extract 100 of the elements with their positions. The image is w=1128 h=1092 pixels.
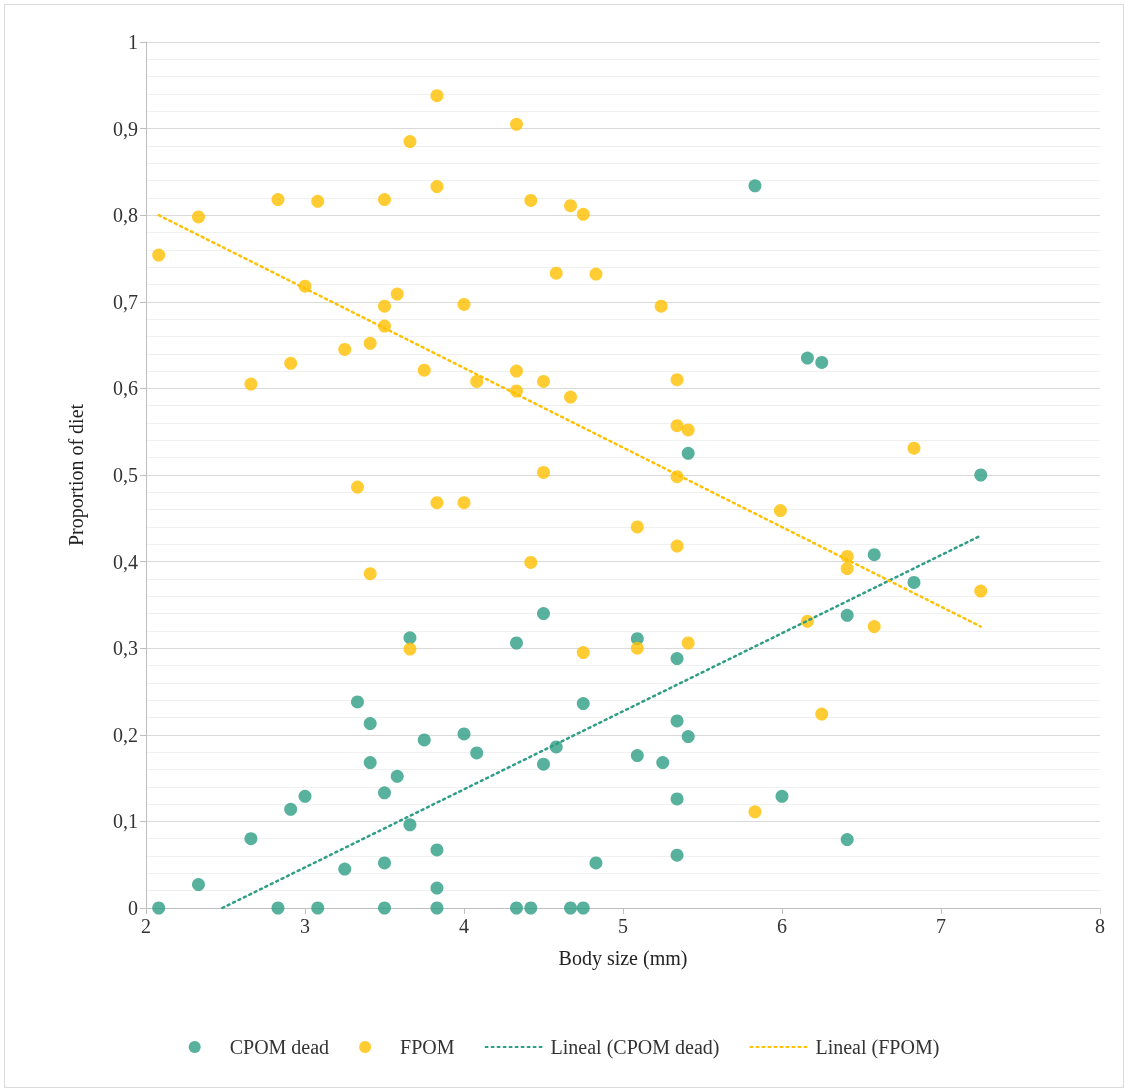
point [630, 520, 644, 534]
point [867, 620, 881, 634]
y-tick-label: 0,4 [113, 550, 138, 573]
point [549, 266, 563, 280]
y-tick-label: 0,9 [113, 117, 138, 140]
point [430, 881, 444, 895]
point [457, 297, 471, 311]
point [867, 548, 881, 562]
point [363, 336, 377, 350]
point [670, 848, 684, 862]
point [775, 789, 789, 803]
point [681, 446, 695, 460]
y-tick-label: 0,7 [113, 290, 138, 313]
x-tick-label: 4 [459, 915, 469, 937]
point [378, 193, 391, 207]
point [670, 714, 684, 728]
point [378, 856, 391, 870]
point [244, 377, 258, 391]
point [524, 901, 538, 915]
point [363, 717, 377, 731]
point [564, 901, 578, 915]
point [350, 480, 364, 494]
x-tick-label: 5 [618, 915, 628, 937]
point [576, 901, 590, 915]
point [773, 504, 787, 517]
point [378, 299, 391, 313]
point [564, 199, 578, 213]
x-axis-title: Body size (mm) [558, 947, 688, 970]
point [537, 465, 550, 479]
x-tick-label: 7 [936, 915, 946, 937]
point [363, 756, 377, 770]
y-tick-label: 1 [128, 31, 138, 53]
point [311, 194, 325, 208]
x-tick-label: 2 [141, 915, 151, 937]
point [152, 248, 166, 262]
point [840, 608, 854, 622]
point [403, 818, 417, 832]
point [681, 730, 695, 744]
point [630, 641, 644, 655]
point [656, 756, 670, 770]
point [681, 423, 695, 437]
point [589, 856, 603, 870]
point [815, 355, 829, 369]
point [338, 342, 352, 356]
point [378, 786, 391, 800]
point [800, 351, 814, 365]
point [403, 135, 417, 149]
y-tick-label: 0 [128, 897, 138, 919]
point [670, 419, 684, 433]
point [670, 373, 684, 387]
legend-label: FPOM [400, 1036, 455, 1058]
point [576, 207, 590, 221]
point [417, 733, 431, 747]
point [457, 496, 471, 510]
point [338, 862, 352, 876]
x-tick-label: 3 [300, 915, 310, 937]
y-tick-label: 0,3 [113, 637, 138, 660]
point [524, 193, 538, 207]
point [537, 607, 550, 621]
point [417, 363, 431, 377]
point [670, 652, 684, 666]
point [509, 636, 523, 650]
point [589, 267, 603, 281]
point [974, 584, 988, 598]
point [350, 695, 364, 709]
point [191, 210, 205, 224]
point [430, 843, 444, 857]
point [748, 805, 762, 819]
point [311, 901, 325, 915]
point [840, 833, 854, 847]
point [378, 901, 391, 915]
point [670, 792, 684, 806]
point [244, 832, 258, 846]
y-tick-label: 0,6 [113, 377, 138, 400]
point [390, 287, 404, 301]
point [537, 757, 550, 771]
point [907, 441, 921, 455]
point [974, 468, 988, 482]
point [630, 749, 644, 763]
point [430, 901, 444, 915]
point [509, 364, 523, 378]
y-tick-label: 0,1 [113, 810, 138, 833]
point [470, 374, 484, 388]
point [284, 356, 298, 370]
point [390, 769, 404, 783]
point [191, 878, 205, 892]
point [509, 901, 523, 915]
point [509, 117, 523, 131]
point [363, 567, 377, 581]
point [564, 390, 578, 404]
point [748, 179, 762, 193]
point [576, 646, 590, 660]
point [681, 636, 695, 650]
point [403, 631, 417, 645]
point [840, 562, 854, 576]
point [271, 901, 285, 915]
point [470, 746, 484, 760]
legend-label: CPOM dead [229, 1036, 330, 1058]
legend-label: Lineal (FPOM) [815, 1036, 940, 1059]
point [152, 901, 166, 915]
